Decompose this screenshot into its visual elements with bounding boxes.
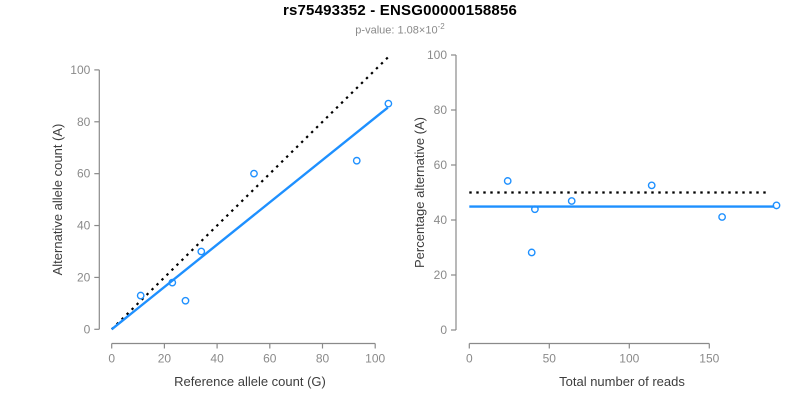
figure-subtitle: p-value: 1.08×10-2: [0, 22, 800, 37]
data-point: [772, 201, 781, 210]
x-tick-label: 100: [619, 352, 639, 366]
y-tick-label: 80: [77, 115, 91, 129]
x-tick-label: 50: [543, 352, 557, 366]
percentage-alternative-panel: 0 20 40 60 80 100 0 50 100 150 Total number of rea…: [412, 48, 781, 389]
x-tick-label: 150: [699, 352, 719, 366]
data-point: [181, 296, 190, 305]
x-tick-label: 100: [365, 352, 385, 366]
x-tick-label: 80: [316, 352, 330, 366]
y-axis-title: Alternative allele count (A): [50, 124, 65, 276]
data-point: [503, 177, 512, 185]
y-tick-label: 0: [84, 322, 91, 336]
identity-line: [110, 54, 391, 331]
y-tick-label: 20: [434, 268, 448, 282]
data-point: [531, 205, 539, 214]
x-tick-label: 40: [210, 352, 224, 366]
allele-counts-panel: 0 20 40 60 80 100 0 20 40 60 80 100 Reference allele…: [50, 54, 393, 389]
y-tick-label: 80: [434, 103, 448, 117]
y-tick-label: 100: [427, 48, 447, 62]
y-tick-label: 20: [77, 270, 91, 284]
x-axis-title: Reference allele count (G): [174, 374, 326, 389]
data-point: [718, 213, 726, 221]
x-tick-label: 20: [158, 352, 172, 366]
data-point: [527, 248, 536, 257]
data-point: [352, 156, 361, 165]
data-point: [197, 247, 206, 256]
fit-line: [110, 106, 389, 331]
x-tick-label: 0: [466, 352, 473, 366]
data-point: [168, 278, 177, 287]
y-tick-label: 0: [440, 323, 447, 337]
x-axis-title: Total number of reads: [559, 374, 685, 389]
y-tick-label: 60: [77, 167, 91, 181]
data-point: [136, 291, 145, 300]
data-point: [647, 181, 656, 190]
data-point: [250, 169, 258, 178]
y-tick-label: 100: [70, 63, 90, 77]
figure-title: rs75493352 - ENSG00000158856: [282, 2, 518, 19]
x-tick-label: 60: [263, 352, 277, 366]
x-tick-label: 0: [108, 352, 115, 366]
p-value-text: p-value: 1.08×10: [355, 24, 438, 37]
y-tick-label: 40: [434, 213, 448, 227]
y-axis-title: Percentage alternative (A): [412, 117, 427, 268]
data-point: [384, 99, 393, 108]
p-value-exponent: -2: [437, 22, 445, 31]
data-point: [567, 197, 576, 205]
y-tick-label: 60: [434, 158, 448, 172]
y-tick-label: 40: [77, 219, 91, 233]
